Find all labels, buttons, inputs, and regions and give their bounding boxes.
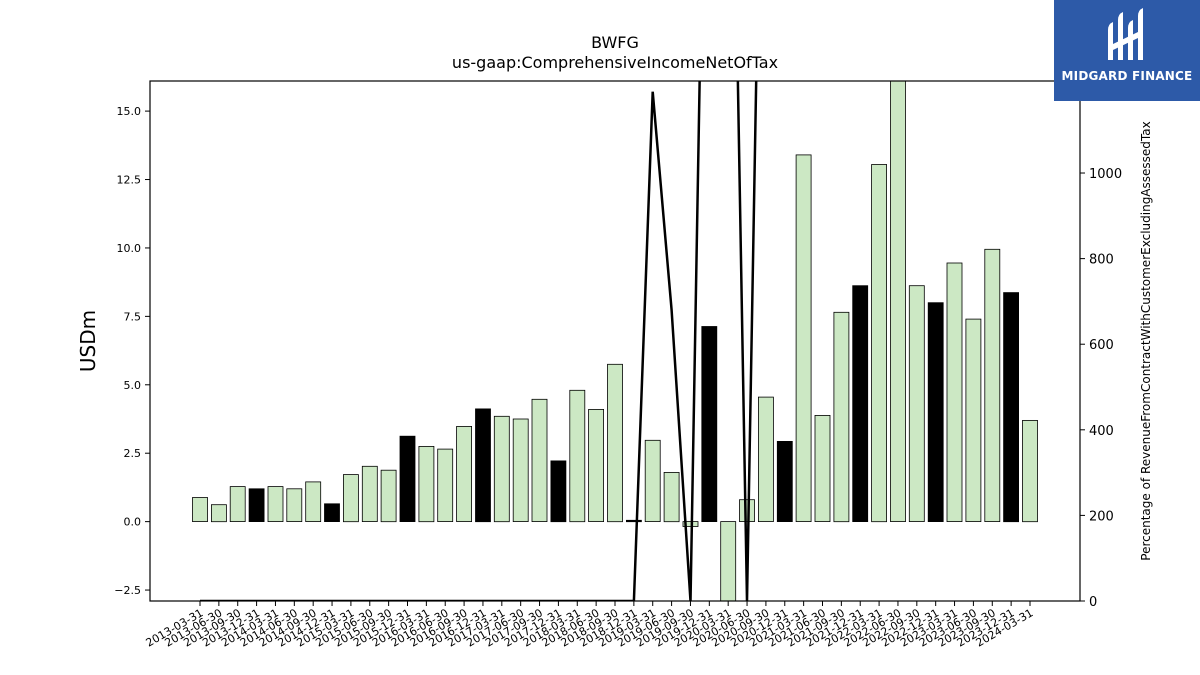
- bar: [361, 465, 378, 522]
- bar: [380, 469, 397, 523]
- bar: [682, 521, 699, 527]
- y-tick-label-right: 400: [1089, 424, 1114, 439]
- bar: [229, 486, 246, 523]
- bar: [758, 396, 774, 523]
- bar: [1022, 419, 1038, 523]
- bar: [833, 311, 850, 523]
- bar: [890, 80, 906, 523]
- bar: [493, 415, 510, 523]
- logo-text: MIDGARD FINANCE: [1061, 69, 1193, 83]
- y-tick-label-right: 600: [1089, 338, 1114, 353]
- x-ticks: 2013-03-312013-06-302013-09-302013-12-31…: [144, 601, 1036, 650]
- y-tick-label: 7.5: [124, 310, 142, 323]
- bar: [418, 445, 435, 523]
- bar: [720, 521, 737, 602]
- y-axis-label: USDm: [76, 310, 100, 372]
- bar: [286, 488, 303, 522]
- y-tick-label: −2.5: [114, 584, 141, 597]
- bar: [588, 408, 604, 522]
- bar: [663, 471, 680, 523]
- y-tick-label: 10.0: [117, 242, 142, 255]
- bar: [305, 481, 322, 522]
- bar: [342, 474, 359, 523]
- bar: [946, 262, 963, 523]
- bar: [852, 285, 869, 523]
- bar: [437, 448, 454, 523]
- y-ticks-left: −2.5 0.0 2.5 5.0 7.5 10.0 12.5 15.0: [114, 105, 150, 597]
- bar: [739, 499, 755, 523]
- bar: [984, 248, 1001, 522]
- bar: [324, 503, 340, 522]
- bar: [814, 414, 831, 522]
- logo-mark-icon: [1108, 8, 1143, 60]
- y-tick-label: 15.0: [117, 105, 142, 118]
- bar: [701, 326, 718, 523]
- y-axis-label-right: Percentage of RevenueFromContractWithCus…: [1139, 121, 1153, 560]
- bar: [626, 519, 642, 523]
- bar: [512, 418, 529, 522]
- y-tick-label-right: 200: [1089, 509, 1114, 524]
- bar: [210, 504, 227, 523]
- bar: [795, 154, 812, 523]
- bar: [399, 435, 416, 523]
- bar: [965, 318, 982, 523]
- bar: [475, 408, 491, 523]
- y-tick-label: 5.0: [124, 379, 142, 392]
- bar: [531, 398, 548, 522]
- bar: [607, 363, 623, 523]
- y-tick-label: 0.0: [124, 516, 142, 529]
- bar: [248, 488, 265, 522]
- bars-group: [192, 80, 1038, 602]
- y-tick-label-right: 800: [1089, 253, 1114, 268]
- bar: [267, 486, 284, 523]
- y-tick-label: 2.5: [124, 447, 142, 460]
- bar: [550, 460, 567, 523]
- bar: [1003, 292, 1019, 523]
- y-tick-label-right: 1000: [1089, 167, 1122, 182]
- brand-logo: MIDGARD FINANCE: [1054, 0, 1200, 101]
- bar: [192, 497, 208, 523]
- bar: [908, 285, 925, 523]
- chart-subtitle: us-gaap:ComprehensiveIncomeNetOfTax: [452, 53, 778, 72]
- bar: [871, 164, 887, 523]
- bar: [569, 389, 586, 523]
- bar: [776, 440, 793, 522]
- bar: [644, 439, 661, 522]
- chart-title: BWFG: [591, 33, 639, 52]
- bar: [456, 425, 473, 522]
- bar: [927, 302, 944, 523]
- y-tick-label: 12.5: [117, 174, 142, 187]
- y-tick-label-right: 0: [1089, 595, 1097, 610]
- y-ticks-right: 0 200 400 600 800 1000: [1080, 167, 1122, 610]
